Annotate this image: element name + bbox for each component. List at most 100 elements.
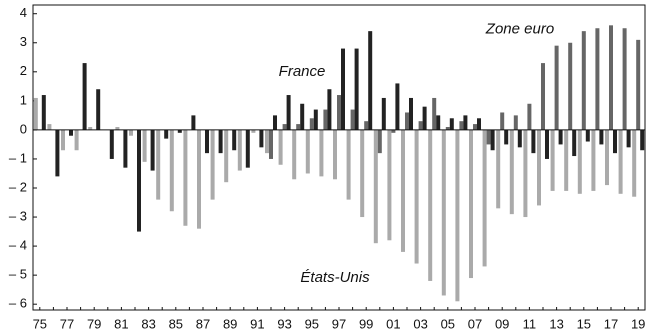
bar: [232, 129, 237, 151]
series-label: États-Unis: [300, 269, 370, 286]
bar: [432, 97, 437, 130]
bar: [445, 127, 450, 130]
y-tick-label: – 2: [9, 179, 27, 194]
bar: [509, 129, 514, 215]
bar: [513, 115, 518, 130]
bar: [237, 129, 242, 171]
bar: [33, 97, 38, 130]
bar: [292, 129, 297, 180]
bar: [545, 129, 549, 159]
bar: [531, 129, 536, 154]
bar: [622, 28, 627, 130]
bar: [473, 124, 477, 130]
bar: [61, 129, 65, 151]
x-tick-label: 79: [87, 316, 101, 331]
x-tick-label: 87: [196, 316, 210, 331]
bar: [409, 97, 413, 130]
bar: [636, 39, 641, 130]
bar: [500, 112, 505, 130]
series-label: France: [279, 63, 326, 80]
bar: [414, 129, 419, 264]
bar: [527, 103, 532, 130]
bar: [564, 129, 569, 191]
bar: [459, 121, 464, 130]
bar: [313, 109, 318, 130]
bar: [309, 118, 314, 130]
bar: [387, 129, 392, 241]
bar: [482, 129, 487, 267]
bar: [164, 129, 169, 139]
bar: [169, 129, 174, 212]
y-tick-label: – 1: [9, 150, 27, 165]
x-tick-label: 91: [250, 316, 264, 331]
bar: [354, 48, 359, 130]
bar: [327, 89, 332, 130]
series-label: Zone euro: [485, 21, 554, 38]
bar: [82, 63, 87, 130]
bar: [273, 115, 277, 130]
bar: [265, 129, 269, 154]
x-tick-label: 81: [114, 316, 128, 331]
x-tick-label: 15: [577, 316, 591, 331]
bar: [129, 129, 133, 136]
bar: [74, 129, 79, 151]
x-tick-label: 93: [277, 316, 291, 331]
bar: [523, 129, 528, 218]
bar: [626, 129, 631, 148]
y-tick-label: 1: [20, 92, 27, 107]
y-tick-label: 0: [20, 121, 27, 136]
bar: [591, 129, 596, 191]
bar: [581, 31, 586, 130]
bar: [278, 129, 283, 165]
bar: [477, 118, 481, 130]
bar: [323, 109, 328, 130]
bar: [613, 129, 617, 154]
bar: [197, 129, 201, 229]
bar: [88, 127, 93, 130]
bar: [537, 129, 541, 206]
bar: [333, 129, 337, 180]
x-tick-label: 75: [33, 316, 47, 331]
bar: [319, 129, 324, 177]
bar: [599, 129, 604, 145]
y-tick-label: – 3: [9, 208, 27, 223]
bar: [373, 129, 378, 244]
bar: [568, 42, 573, 130]
bar: [558, 129, 563, 145]
bar: [350, 109, 355, 130]
bar: [632, 129, 637, 197]
bar: [554, 45, 559, 130]
bar: [115, 127, 120, 130]
y-tick-label: – 5: [9, 267, 27, 282]
bar: [251, 129, 256, 133]
bar: [191, 115, 196, 130]
bar: [577, 129, 582, 194]
bar: [449, 118, 454, 130]
bar: [418, 121, 423, 130]
x-tick-label: 13: [549, 316, 563, 331]
y-tick-label: 3: [20, 34, 27, 49]
x-tick-label: 17: [604, 316, 618, 331]
bar: [286, 95, 291, 130]
bar: [47, 124, 52, 130]
bar: [41, 95, 46, 130]
bar: [422, 106, 427, 130]
bar: [142, 129, 147, 162]
bar: [377, 129, 382, 154]
bar: [517, 129, 522, 148]
bar: [428, 129, 433, 281]
bar: [341, 48, 345, 130]
bar: [463, 115, 468, 130]
bar: [137, 129, 141, 232]
y-tick-label: – 6: [9, 296, 27, 311]
bar: [282, 124, 287, 130]
bar: [205, 129, 209, 154]
bar: [218, 129, 223, 154]
bar: [259, 129, 264, 148]
x-tick-label: 83: [141, 316, 155, 331]
bar: [609, 25, 613, 130]
x-tick-label: 99: [359, 316, 373, 331]
bar: [541, 63, 545, 130]
bar: [156, 129, 161, 200]
